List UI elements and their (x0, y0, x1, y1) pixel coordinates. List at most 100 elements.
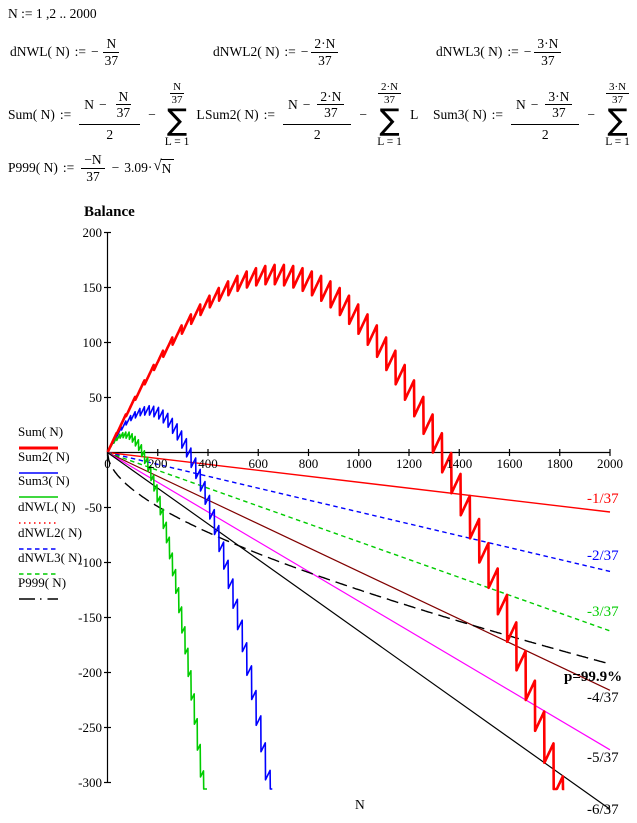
legend-line-sample (19, 472, 58, 474)
legend-item-sum3-n-: Sum3( N) (18, 474, 70, 506)
legend-item-p999-n-: P999( N) (18, 576, 66, 608)
y-tick-label: -100 (78, 554, 102, 570)
x-tick-label: 1600 (496, 456, 523, 471)
formula-name: dNWL( N) (10, 44, 70, 59)
formula-name: dNWL2( N) (213, 44, 280, 59)
summation-operator: N 37 ∑ L = 1 (164, 81, 190, 149)
chart-title: Balance (84, 204, 135, 220)
sigma-icon: ∑ (379, 103, 400, 139)
formula-p999[interactable]: P999( N) := −N 37 − 3.09· √ N (8, 152, 175, 184)
assign-operator: := (507, 44, 519, 59)
annotation-p-99-9-: p=99.9% (564, 669, 623, 685)
legend-item-sum-n-: Sum( N) (18, 425, 63, 457)
sigma-icon: ∑ (166, 103, 188, 139)
trace--6-37-line (107, 452, 611, 810)
y-tick-label: 150 (82, 279, 103, 295)
formula-name: Sum3( N) (433, 107, 487, 122)
y-tick-label: -300 (78, 774, 102, 790)
fraction: N −2·N 37 2 (283, 88, 352, 143)
trace-p999-n- (106, 452, 611, 665)
annotation--6-37: -6/37 (587, 802, 619, 818)
annotation--5-37: -5/37 (587, 750, 619, 766)
legend-item-dnwl-n-: dNWL( N) (18, 500, 75, 532)
formula-name: P999( N) (8, 160, 58, 175)
legend-item-dnwl3-n-: dNWL3( N) (18, 551, 82, 583)
fraction: 3·N 37 (534, 36, 562, 68)
y-tick-label: -150 (78, 609, 102, 625)
x-tick-label: 1400 (446, 456, 473, 471)
minus-sign: − (523, 44, 532, 59)
x-tick-label: 0 (104, 456, 111, 471)
minus-sign: − (300, 44, 309, 59)
formula-dnwl3[interactable]: dNWL3( N) := − 3·N 37 (436, 36, 563, 68)
formula-sum[interactable]: Sum( N) := N − N 37 2 − N 37 ∑ L = 1 L (8, 81, 205, 149)
trace-dnwl2-n- (107, 451, 611, 573)
assign-operator: := (62, 160, 75, 175)
y-tick-label: -250 (78, 719, 102, 735)
annotation--1-37: -1/37 (587, 491, 619, 507)
assign-operator: := (74, 44, 86, 59)
sigma-icon: ∑ (607, 103, 628, 139)
formula-dnwl[interactable]: dNWL( N) := − N 37 (10, 36, 123, 68)
formula-name: dNWL3( N) (436, 44, 503, 59)
legend-line-sample (19, 573, 58, 575)
fraction: N −3·N 37 2 (511, 88, 580, 143)
formula-sum3[interactable]: Sum3( N) := N−3·N37 2 − 3·N37 ∑ L = 1 L (433, 80, 637, 150)
y-tick-label: 200 (82, 224, 103, 240)
assign-operator: := (59, 107, 72, 122)
x-tick-label: 1200 (396, 456, 422, 471)
x-tick-label: 200 (148, 456, 168, 471)
assign-operator: := (284, 44, 296, 59)
legend-label: P999( N) (18, 575, 67, 590)
formula-name: Sum( N) (8, 107, 55, 122)
trace--4-37-line (107, 451, 611, 691)
trace-sum-n- (106, 263, 566, 791)
annotation--4-37: -4/37 (587, 690, 619, 706)
summation-operator: 2·N 37 ∑ L = 1 (377, 81, 402, 149)
coefficient: 3.09· (124, 160, 153, 175)
legend-line-sample (19, 496, 58, 498)
formula-name: Sum2( N) (205, 107, 259, 122)
minus-sign: − (587, 107, 595, 122)
fraction: −N 37 (81, 152, 105, 184)
y-tick-label: 50 (89, 389, 102, 405)
trace-dnwl3-n- (107, 451, 611, 632)
annotation--2-37: -2/37 (587, 548, 619, 564)
legend-label: Sum( N) (18, 424, 64, 439)
assign-operator: := (263, 107, 275, 122)
formula-sum2[interactable]: Sum2( N) := N −2·N 37 2 − 2·N 37 ∑ L = 1 L (205, 81, 419, 149)
legend-item-dnwl2-n-: dNWL2( N) (18, 526, 82, 558)
x-tick-label: 1000 (345, 456, 372, 471)
annotation--3-37: -3/37 (587, 604, 619, 620)
minus-sign: − (148, 107, 156, 122)
y-tick-label: -200 (78, 664, 102, 680)
x-tick-label: 600 (248, 456, 269, 471)
range-definition[interactable]: N := 1 ,2 .. 2000 (8, 6, 97, 22)
legend-line-sample (19, 446, 58, 450)
range-definition-text: N := 1 ,2 .. 2000 (8, 6, 97, 21)
legend-line-sample (19, 598, 58, 600)
legend-line-sample (19, 548, 58, 550)
x-tick-label: 1800 (546, 456, 573, 471)
legend-label: Sum2( N) (18, 449, 70, 464)
legend-item-sum2-n-: Sum2( N) (18, 450, 70, 482)
trace-sum3-n- (107, 431, 208, 790)
fraction: 2·N 37 (311, 36, 339, 68)
square-root: √ N (153, 159, 175, 177)
legend-label: dNWL( N) (18, 499, 76, 514)
legend-line-sample (19, 522, 58, 524)
formula-dnwl2[interactable]: dNWL2( N) := − 2·N 37 (213, 36, 340, 68)
legend-label: Sum3( N) (18, 473, 70, 488)
y-tick-label: 100 (82, 334, 103, 350)
fraction: N 37 (103, 35, 120, 68)
x-tick-label: 800 (298, 456, 319, 471)
minus-sign: − (90, 44, 99, 59)
minus-sign: − (359, 107, 367, 122)
legend-label: dNWL3( N) (18, 550, 82, 565)
x-axis-title: N (355, 797, 365, 812)
summation-operator: 3·N 37 ∑ L = 1 (605, 81, 630, 149)
fraction: N − N 37 2 (79, 88, 141, 143)
x-tick-label: 2000 (597, 456, 623, 471)
